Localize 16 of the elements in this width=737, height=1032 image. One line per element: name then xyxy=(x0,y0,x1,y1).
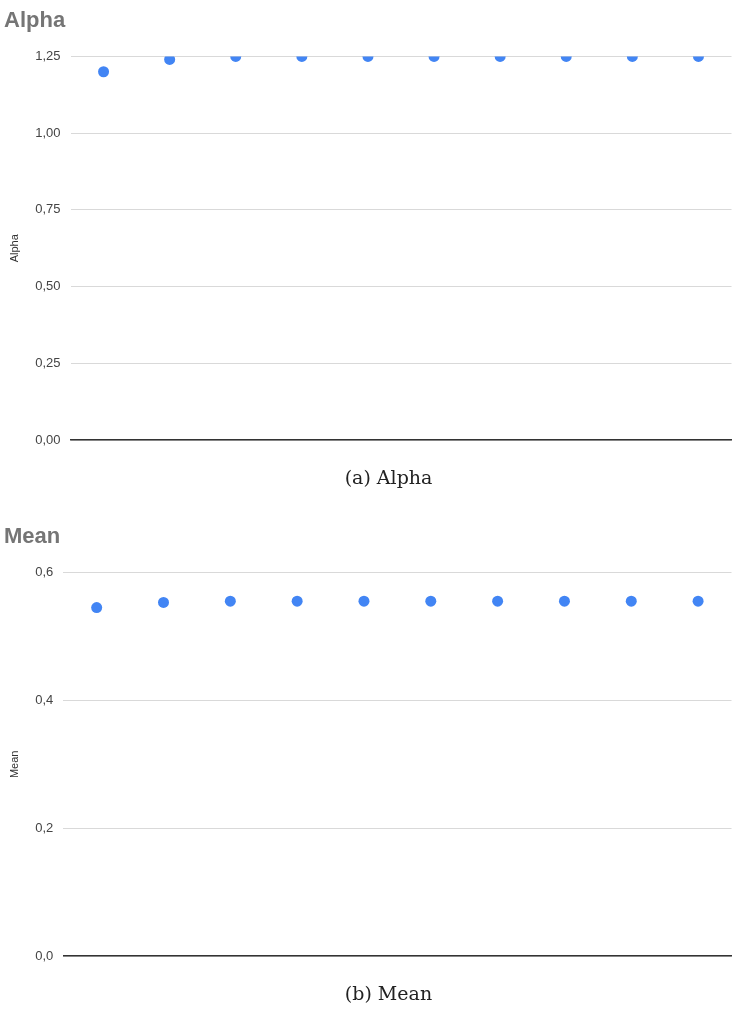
text: (b) Mean xyxy=(343,982,434,1004)
chart-title: Mean xyxy=(4,523,61,549)
chart-title: Alpha xyxy=(4,7,66,33)
y-tick-label: 0,50 xyxy=(35,278,61,294)
y-tick-label: 0,0 xyxy=(35,947,54,963)
y-tick-label: 0,00 xyxy=(35,431,61,447)
y-tick-label: 0,75 xyxy=(35,201,61,217)
y-tick-label: 1,00 xyxy=(35,124,61,140)
y-axis-title: Alpha xyxy=(7,233,20,263)
y-tick-label: 0,25 xyxy=(35,355,61,371)
y-axis-title: Mean xyxy=(7,750,20,779)
y-tick-label: 0,6 xyxy=(35,563,54,579)
y-tick-label: 0,2 xyxy=(35,819,54,835)
y-tick-label: 0,4 xyxy=(35,691,54,707)
y-tick-label: 1,25 xyxy=(35,47,61,63)
text: (a) Alpha xyxy=(343,466,434,488)
